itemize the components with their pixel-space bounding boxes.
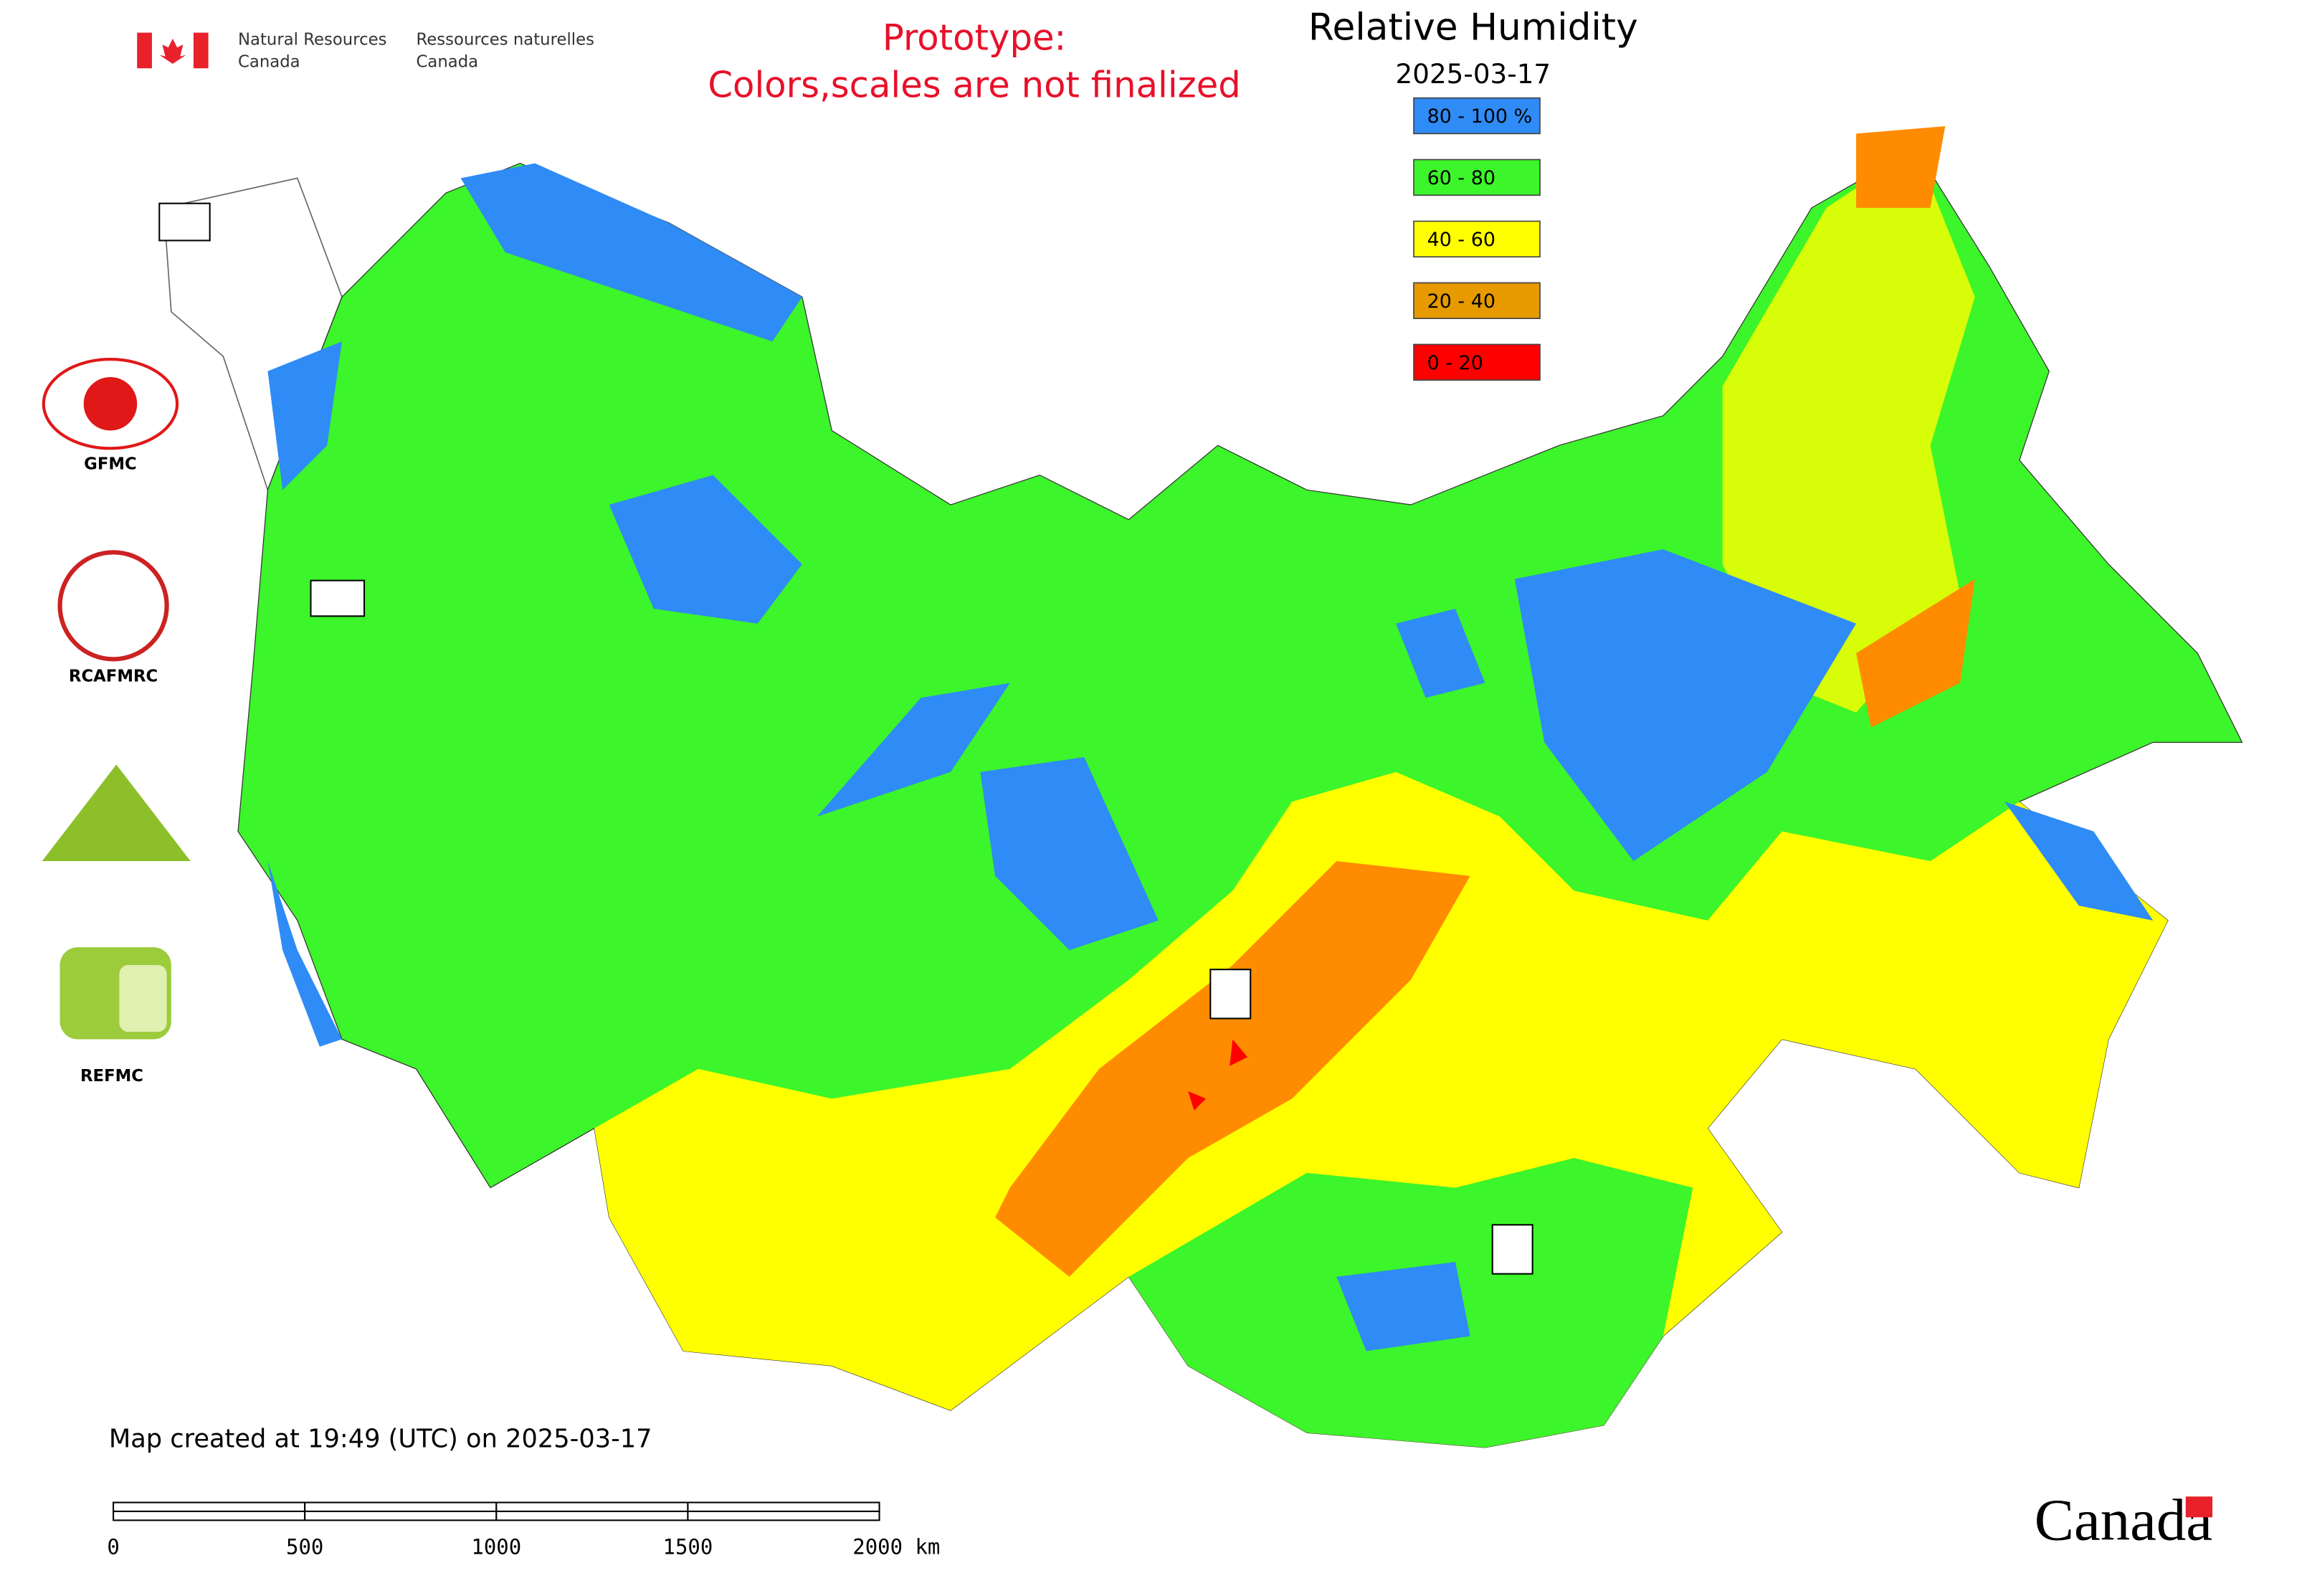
scale-label: 500 <box>286 1535 323 1559</box>
marker-gfmc <box>158 202 211 242</box>
agency-fr: Canada <box>417 52 479 71</box>
scale-label: 0 <box>107 1535 119 1559</box>
wordmark-flag <box>2185 1496 2213 1518</box>
scale-segment <box>495 1510 689 1521</box>
scale-label: 2000 km <box>852 1535 940 1559</box>
scale-segment <box>687 1510 880 1521</box>
notice: Colors,scales are not finalized <box>708 65 1240 106</box>
scale-label: 1000 <box>471 1535 521 1559</box>
legend-swatch <box>1413 282 1541 319</box>
canada-wordmark: Canada <box>2035 1487 2212 1553</box>
notice: Prototype: <box>883 16 1066 58</box>
logo-label: RCAFMRC <box>69 668 158 686</box>
logo-gfmc <box>42 358 179 450</box>
agency-en: Natural Resources <box>238 30 386 49</box>
scale-segment <box>304 1501 498 1513</box>
marker-rcafmrc <box>1491 1224 1533 1275</box>
scale-bar: 0 500 1000 1500 2000 km <box>107 1501 940 1559</box>
scale-segment <box>113 1501 306 1513</box>
legend-label: 40 - 60 <box>1427 229 1495 251</box>
scale-segment <box>304 1510 498 1521</box>
map-date: 2025-03-17 <box>1396 58 1551 90</box>
scale-segment <box>687 1501 880 1513</box>
scale-segment <box>495 1501 689 1513</box>
logo-refmc <box>60 947 171 1040</box>
agency-en: Canada <box>238 52 300 71</box>
legend-swatch <box>1413 220 1541 258</box>
legend-label: 60 - 80 <box>1427 167 1495 189</box>
map-title: Relative Humidity <box>1308 6 1638 49</box>
legend-swatch <box>1413 343 1541 381</box>
logo-label: GFMC <box>84 455 137 474</box>
created-note: Map created at 19:49 (UTC) on 2025-03-17 <box>109 1425 652 1454</box>
legend-swatch <box>1413 97 1541 135</box>
marker-reefmc <box>310 579 366 617</box>
map <box>163 126 2243 1448</box>
scale-segment <box>113 1510 306 1521</box>
logo-label: REFMC <box>80 1067 143 1086</box>
legend-label: 20 - 40 <box>1427 290 1495 313</box>
marker-refmc <box>1209 969 1252 1020</box>
agency-fr: Ressources naturelles <box>417 30 594 49</box>
scale-label: 1500 <box>663 1535 713 1559</box>
legend-swatch <box>1413 158 1541 196</box>
logo-reefmc <box>42 764 191 862</box>
legend-label: 80 - 100 % <box>1427 105 1533 128</box>
legend: 80 - 100 % 60 - 80 40 - 60 20 - 40 0 - 20 <box>1413 97 1541 381</box>
legend-label: 0 - 20 <box>1427 352 1483 374</box>
logo-rcafmrc <box>57 550 169 662</box>
canada-flag <box>137 32 209 69</box>
